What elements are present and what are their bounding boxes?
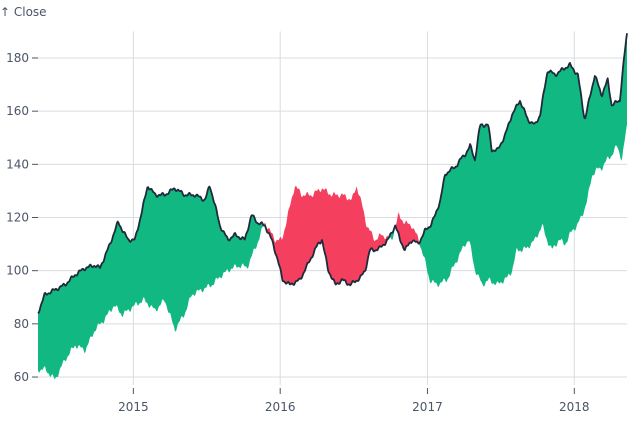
axes: 60 80 100 120 140 160 180 2015 2016 2017 2018 bbox=[6, 51, 589, 414]
difference-areas bbox=[37, 33, 628, 380]
y-tick-label: 100 bbox=[6, 264, 29, 278]
y-axis-label: ↑ Close bbox=[0, 5, 47, 19]
x-tick-label: 2018 bbox=[559, 400, 590, 414]
y-tick-label: 80 bbox=[14, 317, 29, 331]
close-line bbox=[37, 33, 628, 314]
y-tick-label: 120 bbox=[6, 211, 29, 225]
y-tick-label: 160 bbox=[6, 104, 29, 118]
x-tick-label: 2017 bbox=[412, 400, 443, 414]
negative-difference-area bbox=[38, 124, 627, 314]
x-tick-label: 2016 bbox=[265, 400, 296, 414]
y-tick-label: 180 bbox=[6, 51, 29, 65]
x-tick-label: 2015 bbox=[118, 400, 149, 414]
y-tick-label: 60 bbox=[14, 370, 29, 384]
y-tick-label: 140 bbox=[6, 157, 29, 171]
